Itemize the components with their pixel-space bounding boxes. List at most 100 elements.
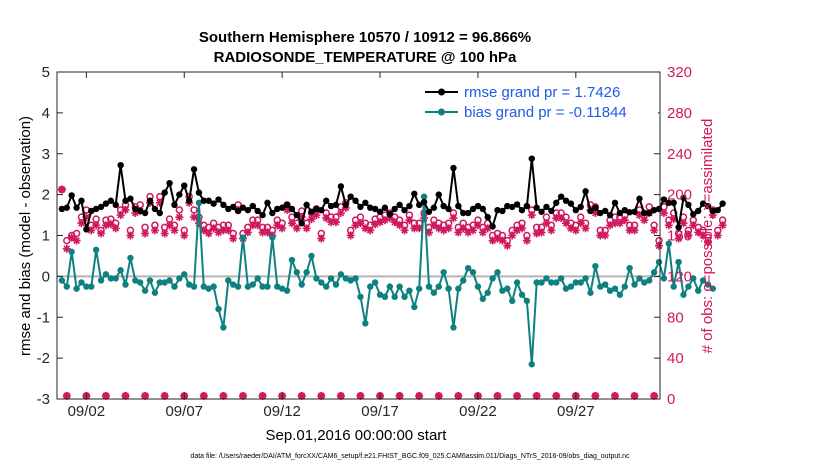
obs-assimilated-marker-stroke xyxy=(543,219,550,227)
bias-point xyxy=(597,283,604,290)
rmse-point xyxy=(117,161,124,169)
data-series xyxy=(58,155,726,368)
axes: -3 -2 -1 0 1 2 3 4 5 0 40 80 120 160 200 240 280 320 09/02… xyxy=(37,64,692,420)
y-right-tick-label: 200 xyxy=(667,187,692,204)
bias-point xyxy=(548,279,555,286)
rmse-point xyxy=(391,205,398,213)
obs-assimilated-marker-stroke xyxy=(445,224,452,232)
y-tick-label: -3 xyxy=(37,391,50,408)
obs-assimilated-zero-marker-29 xyxy=(610,391,619,400)
bias-point xyxy=(308,252,315,260)
bias-point xyxy=(151,289,159,296)
obs-assimilated-marker-stroke xyxy=(127,232,134,239)
obs-assimilated-marker-97 xyxy=(532,229,541,238)
obs-assimilated-marker-119 xyxy=(640,216,649,225)
rmse-point xyxy=(425,208,433,215)
obs-assimilated-marker-117 xyxy=(630,226,639,235)
bias-point xyxy=(592,262,599,270)
y-axis-label: rmse and bias (model - observation) xyxy=(17,116,34,356)
obs-assimilated-marker-stroke xyxy=(704,239,712,247)
rmse-point xyxy=(259,211,266,219)
rmse-line xyxy=(61,158,724,230)
obs-assimilated-marker-94 xyxy=(517,224,526,233)
y-tick-label: -2 xyxy=(37,350,50,367)
rmse-point xyxy=(230,203,237,211)
rmse-point xyxy=(680,194,687,202)
bias-point xyxy=(621,283,628,290)
y-tick-label: 3 xyxy=(42,146,50,163)
bias-point xyxy=(587,289,594,296)
rmse-point xyxy=(92,205,100,213)
bias-point xyxy=(513,279,521,286)
rmse-point xyxy=(332,201,340,209)
bias-point xyxy=(469,269,477,276)
obs-assimilated-marker-stroke xyxy=(415,224,423,232)
bias-point xyxy=(704,281,712,288)
obs-assimilated-marker-stroke xyxy=(719,221,727,229)
obs-assimilated-zero-marker-stroke xyxy=(494,392,501,400)
obs-assimilated-marker-17 xyxy=(141,229,150,238)
rmse-point xyxy=(572,206,580,214)
y-right-tick-label: 80 xyxy=(667,309,684,326)
obs-assimilated-zero-marker-11 xyxy=(258,391,267,400)
obs-assimilated-marker-stroke xyxy=(337,209,345,217)
bias-point xyxy=(97,277,105,284)
rmse-point xyxy=(543,203,550,211)
rmse-point xyxy=(137,207,144,215)
rmse-point xyxy=(489,223,496,230)
bias-point xyxy=(474,283,482,290)
bias-point xyxy=(332,281,340,288)
rmse-point xyxy=(709,207,717,215)
obs-assimilated-marker-106 xyxy=(576,219,585,228)
rmse-point xyxy=(474,202,482,210)
obs-assimilated-marker-stroke xyxy=(278,224,286,232)
rmse-point xyxy=(185,197,193,204)
obs-assimilated-marker-stroke xyxy=(171,226,178,234)
bias-point xyxy=(386,283,394,290)
rmse-point xyxy=(146,197,154,204)
rmse-point xyxy=(283,201,291,209)
bias-point xyxy=(411,303,418,311)
obs-assimilated-marker-stroke xyxy=(572,226,580,234)
bias-point xyxy=(650,269,658,276)
rmse-point xyxy=(655,205,663,213)
bias-point xyxy=(293,269,301,276)
bias-point xyxy=(528,361,535,368)
series-bias xyxy=(58,193,717,368)
bias-point xyxy=(288,256,296,264)
bias-point xyxy=(538,279,545,286)
obs-assimilated-marker-stroke xyxy=(582,224,589,232)
obs-assimilated-marker-stroke xyxy=(665,221,673,229)
rmse-point xyxy=(83,226,90,233)
y-right-tick-label: 320 xyxy=(667,64,692,81)
bias-point xyxy=(543,275,550,282)
rmse-point xyxy=(675,224,682,231)
obs-assimilated-marker-11 xyxy=(111,224,120,233)
rmse-point xyxy=(215,196,222,203)
bias-point xyxy=(699,277,707,284)
obs-assimilated-marker-stroke xyxy=(699,232,707,239)
obs-assimilated-marker-stroke xyxy=(244,229,252,236)
bias-point xyxy=(611,285,619,292)
rmse-point xyxy=(670,199,677,206)
rmse-point xyxy=(352,197,359,204)
bias-point xyxy=(494,269,501,276)
obs-assimilated-marker-132 xyxy=(703,238,712,247)
bias-point xyxy=(504,285,511,292)
bias-point xyxy=(508,297,516,305)
rmse-point xyxy=(298,220,305,227)
obs-assimilated-marker-80 xyxy=(449,214,458,223)
rmse-point xyxy=(567,200,575,207)
obs-assimilated-marker-127 xyxy=(679,219,688,228)
bias-point xyxy=(484,289,491,296)
obs-assimilated-marker-stroke xyxy=(650,226,658,234)
obs-assimilated-zero-marker-stroke xyxy=(298,392,306,400)
obs-assimilated-marker-stroke xyxy=(58,186,66,193)
obs-assimilated-marker-4 xyxy=(77,219,86,228)
obs-assimilated-marker-stroke xyxy=(518,224,526,232)
footnote: data file: /Users/raeder/DAI/ATM_forcXX/… xyxy=(190,453,630,460)
rmse-point xyxy=(420,198,428,206)
obs-assimilated-marker-73 xyxy=(415,224,424,233)
rmse-point xyxy=(557,193,565,200)
bias-point xyxy=(445,285,452,292)
